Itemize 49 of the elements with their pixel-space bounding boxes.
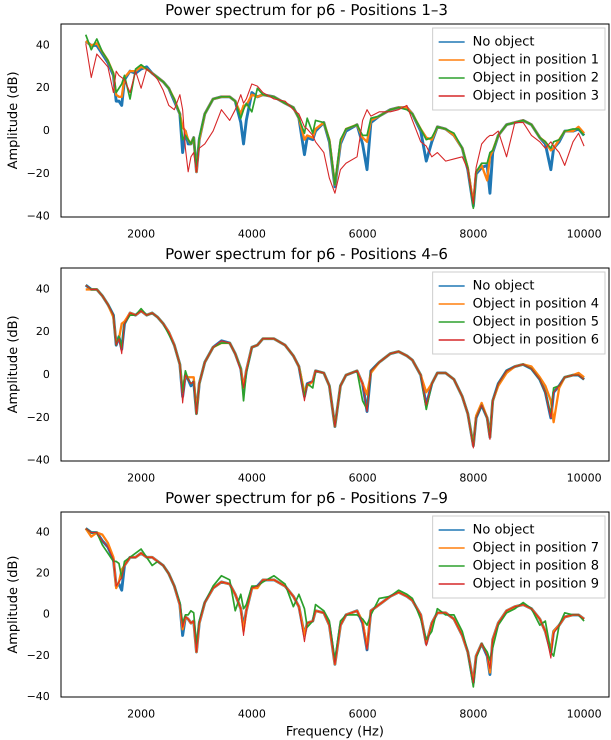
x-tick-label: 6000 xyxy=(348,708,377,721)
y-tick-label: −20 xyxy=(26,410,50,424)
y-tick-label: 0 xyxy=(42,608,50,621)
x-tick-label: 4000 xyxy=(238,708,266,721)
y-tick-label: 20 xyxy=(36,566,50,580)
y-tick-label: 20 xyxy=(36,81,50,94)
x-tick-label: 8000 xyxy=(459,471,488,484)
x-tick-label: 4000 xyxy=(238,227,266,240)
legend-label: Object in position 5 xyxy=(472,314,600,330)
legend-label: Object in position 9 xyxy=(472,576,600,592)
legend-label: Object in position 6 xyxy=(472,332,600,348)
legend-label: No object xyxy=(472,34,535,50)
x-tick-label: 10000 xyxy=(566,471,602,484)
legend-label: No object xyxy=(472,278,535,294)
x-tick-label: 2000 xyxy=(127,471,156,484)
x-tick-label: 8000 xyxy=(459,227,488,240)
y-axis-title: Amplitude (dB) xyxy=(6,315,22,414)
legend-label: Object in position 8 xyxy=(472,558,600,574)
chart-title: Power spectrum for p6 - Positions 4–6 xyxy=(165,244,448,263)
y-tick-label: 40 xyxy=(36,525,50,538)
y-axis-title: Amplitude (dB) xyxy=(6,71,22,170)
chart-title: Power spectrum for p6 - Positions 1–3 xyxy=(165,0,448,19)
legend-label: Object in position 4 xyxy=(472,296,600,312)
y-axis-title: Amplitude (dB) xyxy=(6,556,22,654)
x-tick-label: 2000 xyxy=(127,708,156,721)
y-tick-label: 40 xyxy=(36,38,50,52)
y-tick-label: −20 xyxy=(26,648,50,662)
x-tick-label: 4000 xyxy=(238,471,266,484)
x-tick-label: 8000 xyxy=(459,708,488,721)
x-tick-label: 10000 xyxy=(566,708,602,721)
y-tick-label: −40 xyxy=(26,210,50,223)
x-tick-label: 6000 xyxy=(348,471,377,484)
legend-label: No object xyxy=(472,522,535,538)
legend-label: Object in position 3 xyxy=(472,88,600,104)
legend-label: Object in position 2 xyxy=(472,70,600,86)
y-tick-label: 20 xyxy=(36,325,50,338)
chart-title: Power spectrum for p6 - Positions 7–9 xyxy=(165,488,448,507)
x-tick-label: 10000 xyxy=(566,227,602,240)
y-tick-label: 0 xyxy=(42,368,50,381)
x-tick-label: 6000 xyxy=(348,227,377,240)
x-axis-title: Frequency (Hz) xyxy=(286,724,384,740)
y-tick-label: −40 xyxy=(26,454,50,467)
y-tick-label: −40 xyxy=(26,690,50,704)
x-tick-label: 2000 xyxy=(127,227,156,240)
legend-label: Object in position 1 xyxy=(472,52,600,68)
y-tick-label: 0 xyxy=(42,124,50,137)
legend-label: Object in position 7 xyxy=(472,540,600,556)
y-tick-label: 40 xyxy=(36,282,50,296)
y-tick-label: −20 xyxy=(26,166,50,180)
